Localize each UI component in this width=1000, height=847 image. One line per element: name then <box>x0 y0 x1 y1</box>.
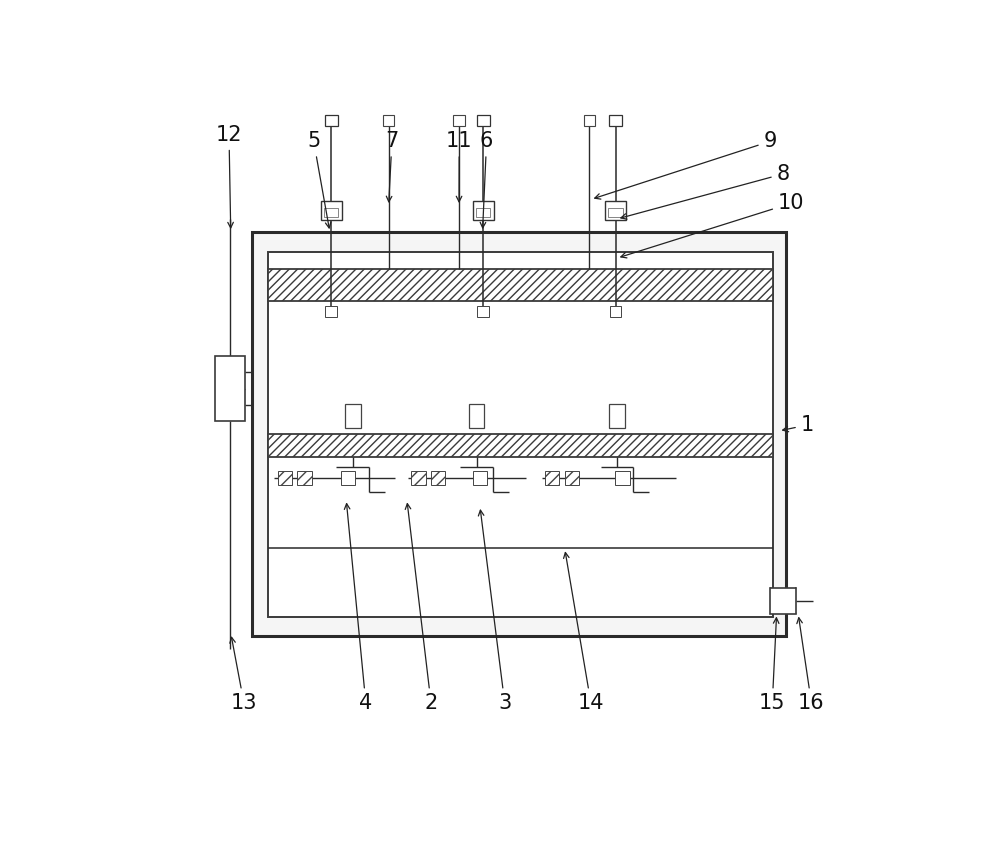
Bar <box>770 588 796 613</box>
Text: 1: 1 <box>783 415 814 435</box>
Text: 4: 4 <box>344 504 372 713</box>
Bar <box>469 404 484 429</box>
Bar <box>268 252 773 617</box>
Text: 2: 2 <box>405 504 438 713</box>
Bar <box>321 201 342 220</box>
Text: 9: 9 <box>595 131 777 199</box>
Bar <box>610 307 621 317</box>
Bar <box>477 307 489 317</box>
Bar <box>325 307 337 317</box>
Text: 13: 13 <box>230 637 257 713</box>
Text: 6: 6 <box>480 131 493 228</box>
Text: 5: 5 <box>307 131 331 228</box>
Bar <box>324 208 338 217</box>
Bar <box>477 115 490 125</box>
Bar <box>411 471 426 485</box>
Bar <box>268 434 773 457</box>
Bar <box>609 404 625 429</box>
Bar <box>608 208 623 217</box>
Bar <box>431 471 445 485</box>
Bar <box>605 201 626 220</box>
Text: 12: 12 <box>216 125 242 228</box>
Bar <box>473 471 487 485</box>
Text: 8: 8 <box>621 164 790 219</box>
Bar <box>278 471 292 485</box>
Bar <box>473 201 494 220</box>
Bar <box>252 232 786 636</box>
Bar <box>545 471 559 485</box>
Bar <box>345 404 361 429</box>
Bar <box>615 471 630 485</box>
Bar <box>325 115 338 125</box>
Bar <box>565 471 579 485</box>
Bar <box>341 471 355 485</box>
Bar <box>297 471 312 485</box>
Text: 15: 15 <box>759 617 786 713</box>
Text: 7: 7 <box>385 131 399 202</box>
Bar <box>268 269 773 301</box>
Bar <box>453 115 465 125</box>
Bar <box>584 115 595 125</box>
Bar <box>609 115 622 125</box>
Text: 11: 11 <box>446 131 472 202</box>
Bar <box>476 208 490 217</box>
Text: 16: 16 <box>797 617 825 713</box>
Bar <box>215 356 245 421</box>
Bar <box>383 115 394 125</box>
Text: 14: 14 <box>564 552 604 713</box>
Text: 3: 3 <box>478 510 511 713</box>
Text: 10: 10 <box>621 193 804 257</box>
